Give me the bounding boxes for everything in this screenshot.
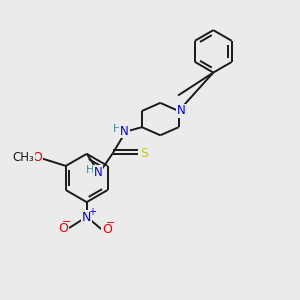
Text: N: N bbox=[177, 104, 185, 118]
Text: −: − bbox=[106, 218, 116, 228]
Text: O: O bbox=[32, 151, 42, 164]
Text: O: O bbox=[102, 223, 112, 236]
Text: N: N bbox=[120, 124, 129, 137]
Text: O: O bbox=[58, 221, 68, 235]
Text: +: + bbox=[88, 206, 96, 217]
Text: −: − bbox=[62, 217, 71, 227]
Text: H: H bbox=[113, 124, 121, 134]
Text: CH₃: CH₃ bbox=[12, 151, 34, 164]
Text: N: N bbox=[94, 166, 102, 179]
Text: H: H bbox=[86, 166, 94, 176]
Text: N: N bbox=[82, 211, 92, 224]
Text: methoxy: methoxy bbox=[22, 156, 28, 157]
Text: S: S bbox=[140, 147, 148, 160]
